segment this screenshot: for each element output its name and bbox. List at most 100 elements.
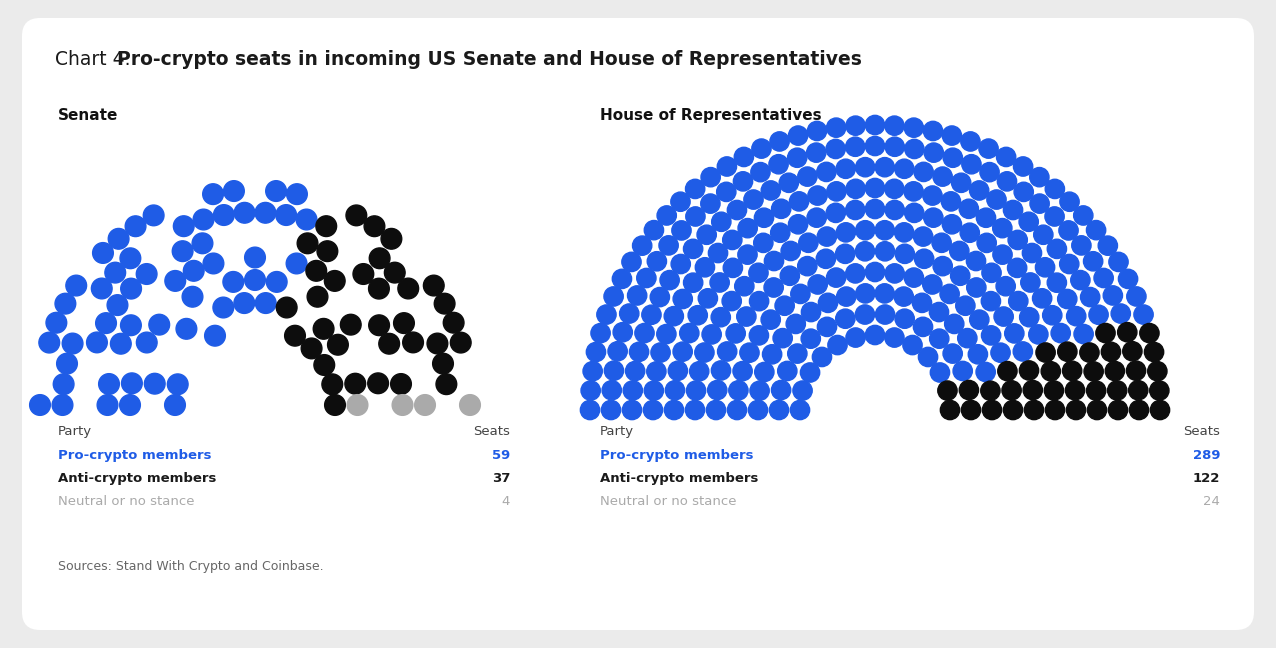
Circle shape: [772, 380, 791, 400]
Circle shape: [930, 363, 949, 382]
Circle shape: [750, 381, 769, 400]
Circle shape: [734, 172, 753, 191]
Circle shape: [669, 361, 688, 380]
Circle shape: [120, 315, 142, 336]
Circle shape: [111, 333, 131, 354]
Circle shape: [701, 194, 720, 213]
Circle shape: [940, 400, 960, 420]
Circle shape: [664, 307, 684, 326]
Circle shape: [203, 184, 223, 205]
Circle shape: [979, 139, 998, 158]
Circle shape: [801, 303, 820, 321]
Circle shape: [772, 199, 791, 218]
Circle shape: [108, 229, 129, 249]
Circle shape: [905, 268, 924, 287]
Circle shape: [712, 212, 731, 231]
Circle shape: [865, 262, 884, 282]
Circle shape: [286, 253, 308, 274]
Circle shape: [846, 328, 865, 347]
Circle shape: [581, 381, 600, 400]
Circle shape: [905, 139, 924, 159]
Circle shape: [1109, 400, 1128, 420]
Circle shape: [775, 296, 794, 316]
Circle shape: [137, 332, 157, 353]
Circle shape: [647, 362, 666, 381]
Circle shape: [314, 354, 334, 375]
Circle shape: [415, 395, 435, 415]
Circle shape: [1028, 325, 1048, 344]
Circle shape: [931, 233, 952, 253]
Circle shape: [754, 233, 773, 253]
Circle shape: [808, 186, 827, 205]
Circle shape: [1036, 343, 1055, 362]
Circle shape: [790, 192, 809, 211]
Circle shape: [369, 315, 389, 336]
Circle shape: [193, 209, 214, 230]
Circle shape: [633, 236, 652, 255]
Circle shape: [736, 307, 755, 326]
Text: Pro-crypto members: Pro-crypto members: [600, 449, 754, 462]
Circle shape: [967, 278, 986, 297]
Circle shape: [727, 200, 746, 220]
Circle shape: [643, 400, 662, 420]
Circle shape: [671, 255, 690, 273]
Circle shape: [983, 400, 1002, 420]
Circle shape: [997, 147, 1016, 167]
Circle shape: [846, 137, 865, 156]
Circle shape: [798, 167, 817, 186]
Circle shape: [324, 395, 346, 415]
Circle shape: [981, 381, 1000, 400]
Circle shape: [875, 284, 894, 303]
Circle shape: [657, 325, 676, 343]
Circle shape: [1065, 380, 1085, 400]
Circle shape: [789, 214, 808, 234]
Circle shape: [884, 116, 905, 135]
Circle shape: [1147, 362, 1168, 381]
Circle shape: [1088, 305, 1109, 325]
Circle shape: [1042, 306, 1062, 325]
Circle shape: [894, 309, 915, 329]
Circle shape: [1118, 269, 1138, 288]
Circle shape: [789, 126, 808, 145]
Circle shape: [625, 362, 644, 380]
Circle shape: [628, 286, 647, 305]
Circle shape: [1003, 400, 1022, 420]
Circle shape: [1025, 400, 1044, 420]
Circle shape: [285, 325, 305, 346]
Circle shape: [665, 380, 685, 400]
Circle shape: [894, 159, 914, 178]
Circle shape: [1048, 273, 1067, 292]
Circle shape: [951, 266, 970, 285]
Text: Party: Party: [600, 425, 634, 438]
Circle shape: [949, 241, 968, 260]
Circle shape: [1139, 323, 1159, 343]
Circle shape: [826, 139, 845, 159]
Circle shape: [740, 343, 759, 362]
Circle shape: [817, 227, 837, 246]
Circle shape: [914, 162, 933, 181]
Circle shape: [1002, 381, 1021, 400]
Text: 59: 59: [491, 449, 510, 462]
Circle shape: [865, 136, 884, 156]
Circle shape: [1129, 400, 1148, 420]
Circle shape: [427, 333, 448, 354]
Circle shape: [684, 239, 703, 259]
Circle shape: [313, 318, 334, 339]
Circle shape: [762, 181, 781, 200]
Circle shape: [660, 270, 679, 290]
Circle shape: [1067, 400, 1086, 420]
Circle shape: [137, 264, 157, 284]
Circle shape: [886, 264, 905, 283]
Circle shape: [919, 347, 938, 367]
Circle shape: [846, 179, 865, 198]
Circle shape: [707, 400, 726, 420]
Circle shape: [586, 342, 606, 362]
Text: 24: 24: [1203, 495, 1220, 508]
Circle shape: [174, 216, 194, 237]
Circle shape: [235, 202, 255, 223]
Text: Sources: Stand With Crypto and Coinbase.: Sources: Stand With Crypto and Coinbase.: [57, 560, 324, 573]
Circle shape: [997, 277, 1016, 296]
Circle shape: [818, 318, 837, 336]
Circle shape: [855, 157, 875, 177]
Circle shape: [1085, 362, 1104, 381]
